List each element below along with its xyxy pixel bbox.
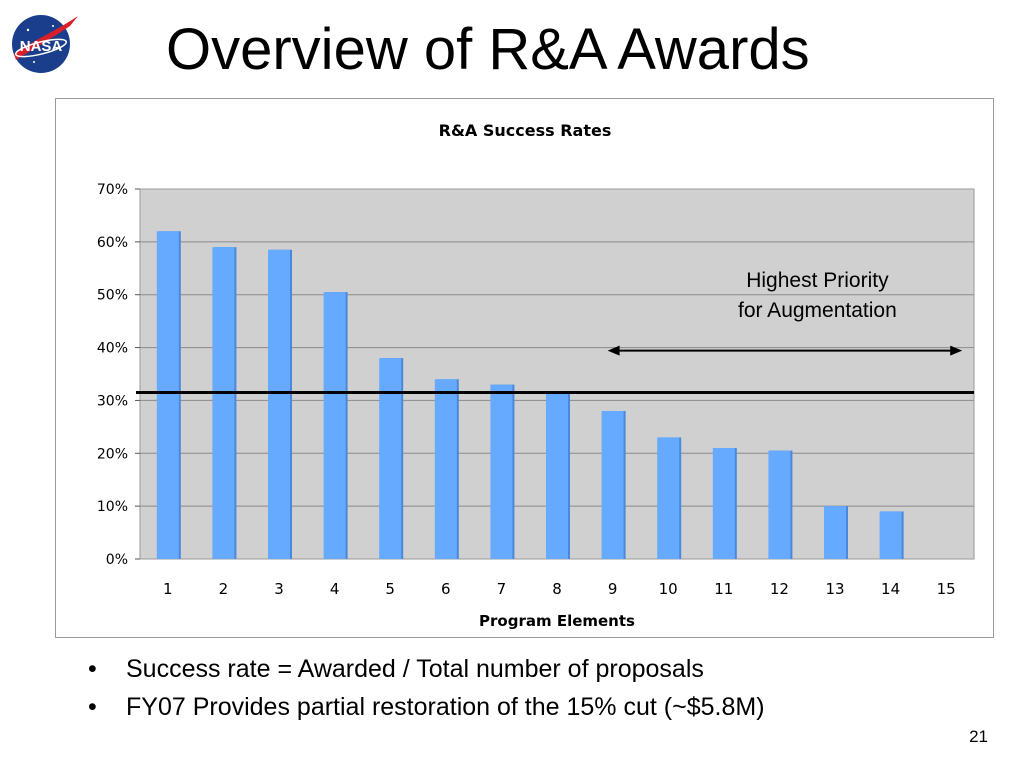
- y-tick-label: 10%: [97, 499, 128, 515]
- annotation-line-1: Highest Priority: [746, 269, 889, 292]
- x-tick-label: 7: [497, 580, 507, 598]
- bars: [156, 231, 904, 560]
- bar: [601, 411, 624, 559]
- x-tick-label: 10: [659, 580, 678, 598]
- bar: [824, 506, 846, 559]
- y-tick-label: 0%: [106, 552, 128, 568]
- bar: [268, 249, 290, 560]
- slide-title: Overview of R&A Awards: [166, 17, 810, 82]
- y-tick-label: 40%: [97, 341, 128, 357]
- x-tick-label: 13: [825, 580, 844, 598]
- bar: [490, 384, 513, 559]
- annotation-line-2: for Augmentation: [738, 299, 897, 322]
- chart-title: R&A Success Rates: [439, 121, 612, 140]
- success-rate-chart: R&A Success Rates 0%10%20%30%40%50%60%70…: [97, 121, 975, 630]
- bar: [379, 358, 402, 559]
- x-tick-label: 9: [608, 580, 618, 598]
- bar: [434, 379, 457, 559]
- bar: [323, 292, 346, 559]
- bar: [546, 392, 568, 559]
- x-tick-label: 6: [441, 580, 451, 598]
- x-axis-label: Program Elements: [479, 612, 635, 630]
- bullet-list: • Success rate = Awarded / Total number …: [88, 652, 765, 728]
- x-tick-label: 8: [552, 580, 562, 598]
- bar: [657, 437, 680, 559]
- bullet-dot: •: [88, 693, 97, 721]
- bullet-item: • Success rate = Awarded / Total number …: [88, 652, 765, 690]
- chart-container: R&A Success Rates 0% 10% 20% 30% 40% 50% 60% 70…: [55, 98, 994, 638]
- bar: [879, 511, 902, 559]
- nasa-logo-text: NASA: [20, 38, 63, 55]
- bullet-text: FY07 Provides partial restoration of the…: [126, 693, 765, 721]
- bar: [768, 450, 791, 559]
- y-tick-label: 70%: [97, 182, 128, 198]
- x-tick-label: 2: [219, 580, 229, 598]
- x-tick-label: 3: [274, 580, 284, 598]
- bar: [212, 247, 235, 559]
- nasa-logo: NASA: [8, 10, 82, 76]
- bar: [156, 231, 179, 560]
- page-number: 21: [969, 727, 988, 746]
- arrow-head-right-icon: [950, 345, 963, 356]
- y-tick-label: 20%: [97, 446, 128, 462]
- x-tick-label: 15: [937, 580, 956, 598]
- x-tick-label: 5: [385, 580, 395, 598]
- arrow-head-left-icon: [607, 345, 620, 356]
- x-tick-label: 11: [714, 580, 733, 598]
- x-axis-ticks: 1 2 3 4 5 6 7 8 9 10 11 12 13 14 15: [163, 580, 956, 598]
- bar: [712, 448, 735, 559]
- y-tick-label: 30%: [97, 393, 128, 409]
- x-tick-label: 12: [770, 580, 789, 598]
- x-tick-label: 14: [881, 580, 900, 598]
- bullet-item: • FY07 Provides partial restoration of t…: [88, 690, 765, 728]
- priority-annotation: Highest Priority for Augmentation: [607, 269, 963, 356]
- y-tick-label: 50%: [97, 288, 128, 304]
- x-tick-label: 4: [330, 580, 340, 598]
- y-axis-ticks: 0% 10% 20% 30% 40% 50% 60% 70%: [97, 182, 140, 568]
- x-tick-label: 1: [163, 580, 173, 598]
- bullet-text: Success rate = Awarded / Total number of…: [126, 655, 704, 683]
- bullet-dot: •: [88, 655, 97, 683]
- y-tick-label: 60%: [97, 235, 128, 251]
